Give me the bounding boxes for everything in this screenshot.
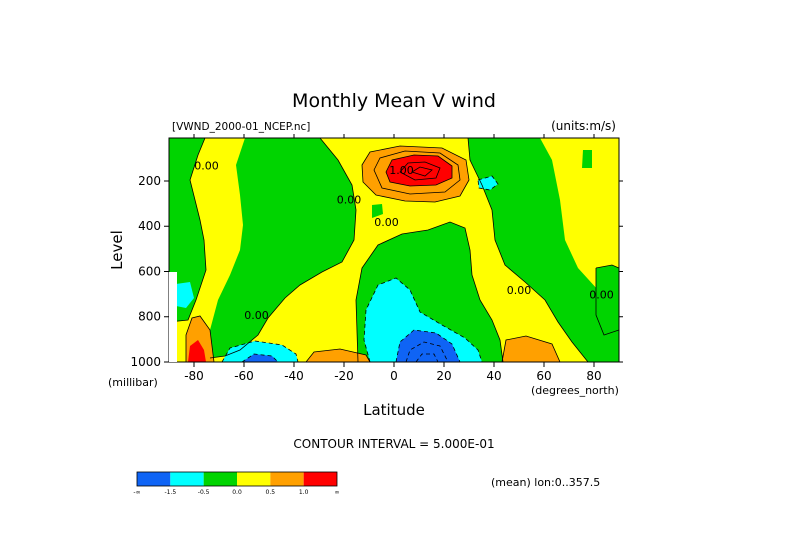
contour-line bbox=[595, 264, 619, 269]
colorbar-swatch bbox=[237, 472, 271, 486]
contour-label: 1.00 bbox=[389, 164, 414, 177]
y-tick-label: 800 bbox=[138, 310, 161, 324]
colorbar-label: -∞ bbox=[133, 489, 140, 496]
y-tick-label: 400 bbox=[138, 219, 161, 233]
x-tick-label: 60 bbox=[536, 369, 551, 383]
contour-line-negative bbox=[405, 341, 449, 362]
x-units-label: (degrees_north) bbox=[531, 384, 619, 397]
contour-line bbox=[411, 166, 433, 177]
colorbar-swatch bbox=[170, 472, 204, 486]
x-axis: -80 -60 -40 -20 0 20 40 60 80 bbox=[184, 134, 602, 383]
colorbar: -∞ -1.5 -0.5 0.0 0.5 1.0 ∞ bbox=[133, 471, 340, 496]
dataset-label: [VWND_2000-01_NCEP.nc] bbox=[172, 121, 310, 133]
contour-line bbox=[355, 221, 504, 362]
region-strong-negative bbox=[222, 341, 298, 362]
x-tick-label: -20 bbox=[334, 369, 354, 383]
contour-line-negative bbox=[363, 277, 483, 362]
colorbar-swatch bbox=[303, 472, 337, 486]
contour-label: 0.00 bbox=[374, 216, 399, 229]
contour-line bbox=[185, 315, 215, 362]
colorbar-swatch bbox=[203, 472, 237, 486]
contour-line-negative bbox=[241, 353, 279, 362]
x-axis-label: Latitude bbox=[363, 401, 425, 419]
colorbar-label: 1.0 bbox=[299, 489, 309, 496]
contour-label: 0.00 bbox=[244, 309, 269, 322]
contour-line-negative bbox=[395, 329, 461, 362]
contour-label: 0.00 bbox=[194, 160, 219, 173]
x-tick-label: 80 bbox=[586, 369, 601, 383]
region-very-negative bbox=[396, 330, 460, 362]
contour-field: 0.00 1.00 0.00 0.00 0.00 0.00 0.00 bbox=[169, 138, 619, 362]
contour-line bbox=[385, 154, 453, 187]
contour-line bbox=[501, 335, 561, 362]
region-negative bbox=[596, 265, 619, 335]
colorbar-label: -1.5 bbox=[164, 489, 176, 496]
contour-line bbox=[361, 145, 470, 203]
region-negative bbox=[582, 150, 592, 168]
x-tick-label: 40 bbox=[486, 369, 501, 383]
colorbar-label: 0.0 bbox=[232, 489, 242, 496]
region-negative bbox=[468, 138, 619, 362]
x-tick-label: -60 bbox=[234, 369, 254, 383]
x-tick-label: -80 bbox=[184, 369, 204, 383]
contour-line bbox=[305, 348, 371, 362]
colorbar-frame bbox=[136, 471, 338, 487]
contour-label: 0.00 bbox=[589, 289, 614, 302]
region-strong-negative bbox=[176, 282, 194, 308]
contour-line bbox=[595, 268, 619, 336]
colorbar-label: ∞ bbox=[335, 489, 340, 496]
missing-data-strip bbox=[169, 272, 177, 362]
contour-label: 0.00 bbox=[507, 284, 532, 297]
region-strong-positive bbox=[188, 340, 206, 362]
region-positive bbox=[502, 336, 560, 362]
colorbar-swatch bbox=[270, 472, 304, 486]
contour-line bbox=[399, 161, 441, 181]
contour-line bbox=[467, 138, 589, 362]
contour-line-negative bbox=[415, 353, 439, 362]
colorbar-label: -0.5 bbox=[198, 489, 210, 496]
y-units-label: (millibar) bbox=[108, 376, 158, 389]
colorbar-swatch bbox=[137, 472, 171, 486]
contour-line-negative bbox=[477, 175, 499, 191]
units-label: (units:m/s) bbox=[551, 119, 616, 133]
chart-title: Monthly Mean V wind bbox=[292, 90, 496, 112]
y-tick-label: 600 bbox=[138, 264, 161, 278]
y-axis-label: Level bbox=[108, 230, 126, 270]
y-tick-label: 200 bbox=[138, 174, 161, 188]
region-strong-negative bbox=[364, 278, 482, 362]
contour-label: 0.00 bbox=[337, 194, 362, 207]
region-negative bbox=[169, 138, 206, 322]
x-tick-label: -40 bbox=[284, 369, 304, 383]
contour-interval-label: CONTOUR INTERVAL = 5.000E-01 bbox=[293, 437, 494, 451]
mean-label: (mean) lon:0..357.5 bbox=[491, 476, 600, 489]
y-tick-label: 1000 bbox=[130, 355, 161, 369]
x-tick-label: 0 bbox=[390, 369, 398, 383]
y-axis: 200 400 600 800 1000 bbox=[130, 174, 623, 369]
contour-line bbox=[373, 150, 461, 195]
contour-line bbox=[209, 138, 357, 359]
contour-line-negative bbox=[221, 340, 299, 362]
region-negative bbox=[372, 204, 383, 218]
contour-labels: 0.00 1.00 0.00 0.00 0.00 0.00 0.00 bbox=[194, 160, 614, 322]
colorbar-label: 0.5 bbox=[266, 489, 276, 496]
region-negative bbox=[228, 290, 238, 330]
region-negative bbox=[210, 138, 356, 358]
x-tick-label: 20 bbox=[436, 369, 451, 383]
contour-line bbox=[169, 138, 207, 323]
